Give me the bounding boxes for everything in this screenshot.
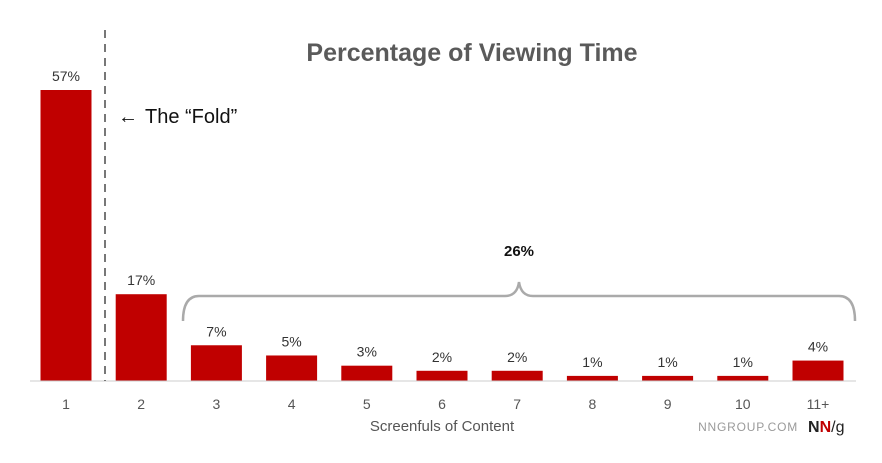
value-label-6: 2% [432,349,452,365]
bar-1 [40,90,92,381]
x-tick-3: 3 [213,396,221,412]
bar-3 [190,345,242,381]
bar-11+ [792,360,844,381]
x-tick-2: 2 [137,396,145,412]
value-label-11+: 4% [808,339,828,355]
fold-annotation: ← The “Fold” [118,106,237,128]
grouping-bracket [181,281,857,322]
x-tick-5: 5 [363,396,371,412]
site-name: NNGROUP.COM [698,420,798,434]
bar-4 [266,355,318,381]
value-label-3: 7% [206,323,226,339]
x-tick-11+: 11+ [807,396,830,412]
value-label-7: 2% [507,349,527,365]
x-tick-9: 9 [664,396,672,412]
left-arrow-icon: ← [118,106,138,128]
logo-slash-g: /g [831,419,844,436]
x-axis-label: Screenfuls of Content [370,418,515,435]
value-label-9: 1% [657,354,677,370]
nngroup-logo: NNGROUP.COM NN/g [698,419,844,436]
x-tick-7: 7 [513,396,521,412]
bar-5 [341,365,393,381]
x-tick-8: 8 [589,396,597,412]
bar-10 [717,375,769,381]
value-label-5: 3% [357,344,377,360]
bar-7 [491,370,543,381]
fold-label: The “Fold” [145,106,237,128]
value-label-4: 5% [281,333,301,349]
bar-6 [416,370,468,381]
value-labels-group: 57% 17% 7% 5% 3% 2% 2% 1% 1% 1% 4% [52,68,828,370]
bracket-label: 26% [504,243,534,260]
bar-2 [115,294,167,381]
x-tick-10: 10 [735,396,751,412]
logo-n1: N [808,419,820,436]
x-tick-1: 1 [62,396,70,412]
value-label-8: 1% [582,354,602,370]
logo-n2: N [820,419,832,436]
value-label-2: 17% [127,272,155,288]
bar-9 [642,375,694,381]
x-tick-4: 4 [288,396,296,412]
bar-8 [566,375,618,381]
value-label-1: 57% [52,68,80,84]
value-label-10: 1% [733,354,753,370]
bars-group [40,90,844,381]
chart-title: Percentage of Viewing Time [306,39,637,67]
x-tick-6: 6 [438,396,446,412]
x-tick-labels-group: 1 2 3 4 5 6 7 8 9 10 11+ [62,396,829,412]
logo-mark: NN/g [808,419,844,436]
